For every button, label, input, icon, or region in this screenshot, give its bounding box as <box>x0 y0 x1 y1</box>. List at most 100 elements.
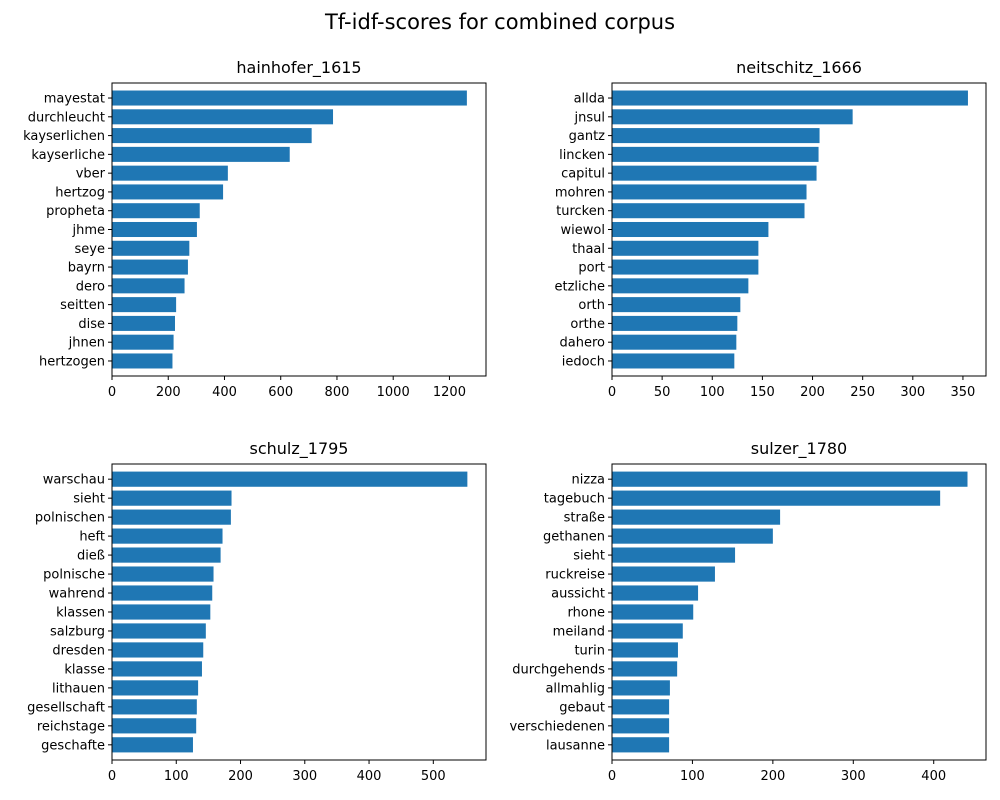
x-tick-label: 200 <box>228 769 253 784</box>
bar <box>612 90 968 106</box>
y-tick-label: nizza <box>572 473 605 488</box>
x-tick-label: 0 <box>108 769 116 784</box>
y-tick-label: sieht <box>573 549 605 564</box>
y-tick-label: ruckreise <box>545 568 605 583</box>
y-tick-label: seye <box>75 242 105 257</box>
x-tick-label: 200 <box>760 769 785 784</box>
x-tick-label: 400 <box>357 769 382 784</box>
bar <box>112 604 211 620</box>
y-tick-label: reichstage <box>37 719 105 734</box>
bar <box>612 661 678 677</box>
x-tick-label: 400 <box>921 769 946 784</box>
bar <box>612 278 749 294</box>
y-tick-label: etzliche <box>554 279 605 294</box>
bar <box>612 699 670 715</box>
y-tick-label: wiewol <box>561 223 605 238</box>
bar <box>612 184 807 200</box>
subplot-1: hainhofer_1615 mayestat durchleucht kayserl… <box>23 58 487 400</box>
y-tick-label: straße <box>564 511 605 526</box>
y-tick-label: kayserlichen <box>23 129 105 144</box>
bar <box>112 718 197 734</box>
bar <box>112 509 231 525</box>
x-tick-label: 0 <box>608 385 616 400</box>
y-tick-label: propheta <box>46 204 105 219</box>
y-tick-label: port <box>578 261 605 276</box>
y-tick-label: orthe <box>570 317 605 332</box>
y-tick-label: orth <box>578 298 605 313</box>
axes-frame <box>111 82 487 377</box>
y-tick-label: polnischen <box>35 511 105 526</box>
y-tick-label: dresden <box>52 643 105 658</box>
bar <box>112 699 197 715</box>
x-tick-label: 500 <box>421 769 446 784</box>
y-tick-label: salzburg <box>50 624 105 639</box>
subplot-3: schulz_1795 warschau sieht polnischen heft di… <box>27 439 487 784</box>
bar <box>112 490 232 506</box>
y-tick-label: klassen <box>56 606 105 621</box>
y-tick-label: kayserliche <box>31 148 105 163</box>
bar <box>612 737 670 753</box>
y-tick-label: mohren <box>555 185 605 200</box>
y-tick-label: dise <box>78 317 105 332</box>
bar <box>112 585 213 601</box>
y-tick-label: allda <box>574 92 605 107</box>
bar <box>612 109 853 125</box>
y-tick-label: capitul <box>561 167 605 182</box>
bar <box>612 259 759 275</box>
x-tick-label: 0 <box>108 385 116 400</box>
y-tick-label: durchgehends <box>512 662 605 677</box>
bar <box>612 471 968 487</box>
y-tick-label: jnsul <box>574 110 605 125</box>
bar <box>612 566 715 582</box>
y-tick-label: lithauen <box>52 681 105 696</box>
bar <box>112 642 204 658</box>
x-tick-label: 100 <box>164 769 189 784</box>
subplot-title: hainhofer_1615 <box>236 58 361 78</box>
x-tick-label: 400 <box>212 385 237 400</box>
bar <box>112 128 312 144</box>
axes-frame <box>111 463 487 761</box>
y-tick-label: lausanne <box>546 738 605 753</box>
bar <box>112 528 223 544</box>
bar <box>112 566 214 582</box>
subplot-title: neitschitz_1666 <box>736 58 862 78</box>
bar <box>112 737 193 753</box>
y-tick-label: mayestat <box>44 92 105 107</box>
bar <box>612 203 805 219</box>
y-tick-label: seitten <box>60 298 105 313</box>
y-tick-label: hertzogen <box>39 354 105 369</box>
x-tick-label: 50 <box>654 385 671 400</box>
y-tick-label: dieß <box>77 549 105 564</box>
y-tick-label: jhnen <box>68 336 105 351</box>
bar <box>112 471 468 487</box>
y-tick-label: iedoch <box>562 354 605 369</box>
bar <box>112 165 228 181</box>
x-tick-label: 100 <box>680 769 705 784</box>
axes-frame <box>611 463 987 761</box>
bar <box>112 278 185 294</box>
bar <box>112 240 190 256</box>
bar <box>112 184 224 200</box>
y-tick-label: turin <box>574 643 605 658</box>
y-tick-label: wahrend <box>49 587 105 602</box>
y-tick-label: allmahlig <box>545 681 605 696</box>
bar <box>112 334 174 350</box>
y-tick-label: aussicht <box>551 587 605 602</box>
y-tick-label: turcken <box>556 204 605 219</box>
x-tick-label: 1000 <box>377 385 410 400</box>
x-tick-label: 1200 <box>433 385 466 400</box>
bar <box>612 509 781 525</box>
x-tick-label: 350 <box>951 385 976 400</box>
y-tick-label: bayrn <box>68 261 105 276</box>
y-tick-label: warschau <box>43 473 105 488</box>
bar <box>612 718 670 734</box>
x-tick-label: 250 <box>850 385 875 400</box>
bar <box>612 585 699 601</box>
bar <box>612 623 683 639</box>
bar <box>612 315 738 331</box>
y-tick-label: geschafte <box>41 738 105 753</box>
y-tick-label: thaal <box>572 242 605 257</box>
